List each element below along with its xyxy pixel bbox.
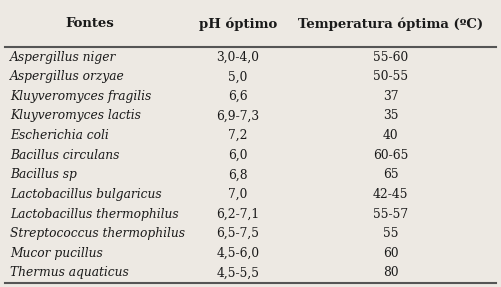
Text: 6,5-7,5: 6,5-7,5	[216, 227, 260, 240]
Text: 3,0-4,0: 3,0-4,0	[216, 51, 260, 64]
Text: 6,9-7,3: 6,9-7,3	[216, 110, 260, 123]
Text: 55: 55	[383, 227, 398, 240]
Text: 6,6: 6,6	[228, 90, 248, 103]
Text: Aspergillus orzyae: Aspergillus orzyae	[10, 70, 125, 83]
Text: 65: 65	[383, 168, 399, 181]
Text: 37: 37	[383, 90, 398, 103]
Text: 42-45: 42-45	[373, 188, 408, 201]
Text: 4,5-5,5: 4,5-5,5	[216, 266, 260, 279]
Text: Lactobacillus bulgaricus: Lactobacillus bulgaricus	[10, 188, 162, 201]
Text: Escherichia coli: Escherichia coli	[10, 129, 109, 142]
Text: 50-55: 50-55	[373, 70, 408, 83]
Text: Fontes: Fontes	[66, 17, 115, 30]
Text: Kluyveromyces fragilis: Kluyveromyces fragilis	[10, 90, 151, 103]
Text: 80: 80	[383, 266, 399, 279]
Text: 4,5-6,0: 4,5-6,0	[216, 247, 260, 260]
Text: Kluyveromyces lactis: Kluyveromyces lactis	[10, 110, 141, 123]
Text: 55-60: 55-60	[373, 51, 408, 64]
Text: 60: 60	[383, 247, 399, 260]
Text: 35: 35	[383, 110, 398, 123]
Text: 6,2-7,1: 6,2-7,1	[216, 208, 260, 220]
Text: Mucor pucillus: Mucor pucillus	[10, 247, 103, 260]
Text: pH óptimo: pH óptimo	[199, 17, 277, 31]
Text: Streptococcus thermophilus: Streptococcus thermophilus	[10, 227, 185, 240]
Text: Bacillus sp: Bacillus sp	[10, 168, 77, 181]
Text: Thermus aquaticus: Thermus aquaticus	[10, 266, 129, 279]
Text: 55-57: 55-57	[373, 208, 408, 220]
Text: 6,0: 6,0	[228, 149, 247, 162]
Text: 40: 40	[383, 129, 399, 142]
Text: Lactobacillus thermophilus: Lactobacillus thermophilus	[10, 208, 179, 220]
Text: 5,0: 5,0	[228, 70, 247, 83]
Text: 7,2: 7,2	[228, 129, 247, 142]
Text: 6,8: 6,8	[228, 168, 248, 181]
Text: Bacillus circulans: Bacillus circulans	[10, 149, 119, 162]
Text: Temperatura óptima (ºC): Temperatura óptima (ºC)	[298, 17, 483, 31]
Text: 7,0: 7,0	[228, 188, 247, 201]
Text: Aspergillus niger: Aspergillus niger	[10, 51, 116, 64]
Text: 60-65: 60-65	[373, 149, 408, 162]
